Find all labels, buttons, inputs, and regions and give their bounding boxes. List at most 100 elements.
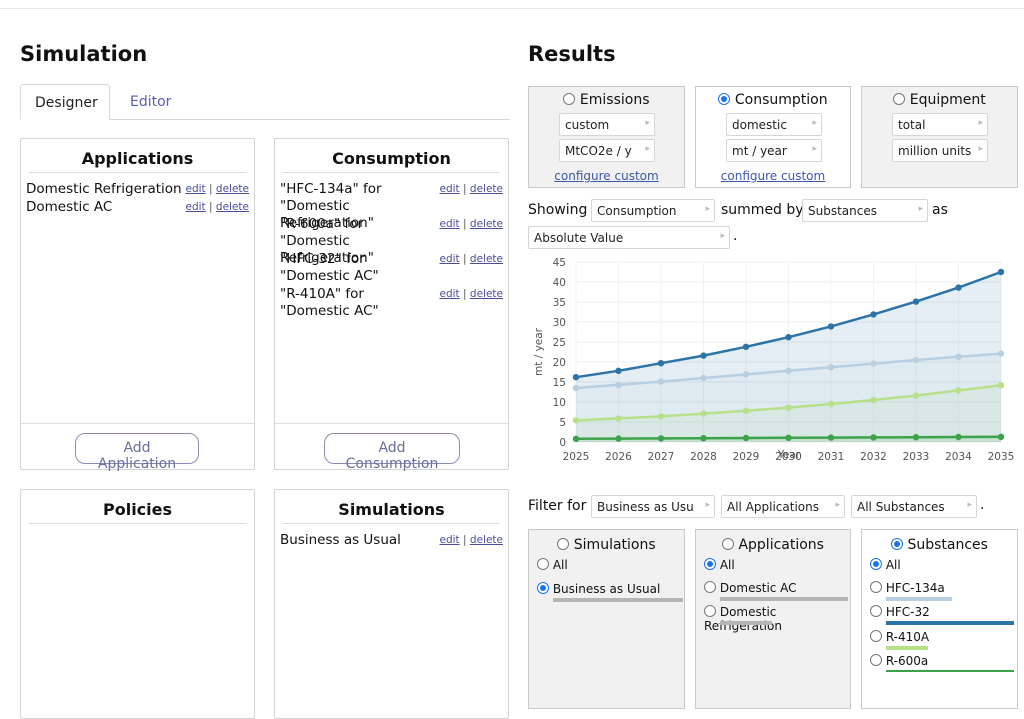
emissions-configure-link[interactable]: configure custom (554, 169, 659, 183)
equipment-units-select[interactable]: million units (892, 139, 988, 162)
x-tick-label: 2034 (945, 451, 972, 463)
option-label: HFC-32 (885, 605, 930, 619)
edit-link[interactable]: edit (439, 218, 460, 230)
separator: | (463, 288, 467, 300)
delete-link[interactable]: delete (215, 201, 249, 213)
data-point (700, 352, 707, 359)
separator: | (463, 183, 467, 195)
filter-simulation-select[interactable]: Business as Usu (591, 495, 715, 518)
radio-icon (704, 558, 716, 570)
y-tick-label: 15 (553, 377, 566, 389)
x-tick-label: 2031 (818, 451, 845, 463)
filter-option-domestic-ac[interactable]: Domestic AC (704, 581, 842, 595)
applications-filter-radio[interactable] (722, 538, 734, 550)
simulations-filter-radio[interactable] (557, 538, 570, 550)
radio-icon (870, 605, 882, 617)
list-item: Domestic Refrigeration edit | delete (26, 181, 249, 198)
filter-option-r-410a[interactable]: R-410A (870, 630, 1009, 644)
x-tick-label: 2028 (690, 451, 717, 463)
delete-link[interactable]: delete (469, 218, 503, 230)
summed-by-select[interactable]: Substances (802, 199, 928, 222)
radio-icon (870, 630, 882, 642)
filter-option-r-600a[interactable]: R-600a (870, 654, 1009, 668)
delete-link[interactable]: delete (469, 534, 503, 546)
filter-option-all[interactable]: All (704, 558, 842, 572)
radio-icon (870, 581, 882, 593)
filter-option-business-as-usual[interactable]: Business as Usual (537, 582, 676, 596)
option-label: R-600a (885, 654, 929, 668)
consumption-panel: Consumption "HFC-134a" for "Domestic Ref… (274, 138, 509, 472)
filter-option-hfc-134a[interactable]: HFC-134a (870, 581, 1009, 595)
edit-link[interactable]: edit (439, 288, 460, 300)
data-point (572, 374, 580, 381)
data-point (827, 434, 835, 441)
delete-link[interactable]: delete (469, 253, 503, 265)
filter-option-hfc-32[interactable]: HFC-32 (870, 605, 1009, 619)
color-swatch (720, 621, 772, 625)
data-point (785, 334, 792, 341)
separator: | (463, 253, 467, 265)
list-item: "HFC-134a" for "Domestic Refrigeration" … (280, 181, 503, 232)
color-swatch (886, 621, 1014, 625)
data-point (572, 417, 580, 424)
data-point (912, 392, 920, 399)
data-point (827, 400, 835, 408)
data-point (955, 433, 962, 441)
filter-substance-select[interactable]: All Substances (851, 495, 977, 518)
equipment-scope-select[interactable]: total (892, 113, 988, 136)
consumption-footer: Add Consumption (275, 423, 508, 472)
emissions-scope-select[interactable]: custom (559, 113, 655, 136)
radio-icon (537, 582, 549, 594)
delete-link[interactable]: delete (469, 183, 503, 195)
color-swatch (720, 597, 848, 601)
simulations-title: Simulations (283, 500, 500, 524)
delete-link[interactable]: delete (469, 288, 503, 300)
consumption-header: Consumption (696, 92, 850, 108)
option-label: All (552, 558, 568, 572)
data-point (955, 353, 962, 360)
filter-option-all[interactable]: All (870, 558, 1009, 572)
edit-link[interactable]: edit (185, 201, 206, 213)
emissions-metric-box: Emissions custom MtCO2e / y configure cu… (528, 86, 685, 188)
consumption-label: Consumption (734, 92, 828, 108)
add-application-button[interactable]: Add Application (75, 433, 199, 472)
consumption-units-select[interactable]: mt / year (726, 139, 822, 162)
filter-application-select[interactable]: All Applications (721, 495, 845, 518)
radio-icon (537, 558, 549, 570)
edit-link[interactable]: edit (439, 253, 460, 265)
list-item: "R-410A" for "Domestic AC" edit | delete (280, 286, 503, 320)
data-point (997, 382, 1005, 389)
simulation-name: Business as Usual (280, 532, 401, 548)
edit-link[interactable]: edit (185, 183, 206, 195)
separator: | (463, 534, 467, 546)
emissions-units-select[interactable]: MtCO2e / y (559, 139, 655, 162)
as-label: as (932, 202, 948, 218)
delete-link[interactable]: delete (215, 183, 249, 195)
data-point (700, 410, 707, 417)
results-title: Results (528, 42, 616, 66)
tab-designer[interactable]: Designer (20, 84, 110, 120)
consumption-name: "R-410A" for "Domestic AC" (280, 286, 379, 319)
consumption-scope-select[interactable]: domestic (726, 113, 822, 136)
x-tick-label: 2025 (563, 451, 590, 463)
add-consumption-button[interactable]: Add Consumption (324, 433, 460, 472)
showing-select[interactable]: Consumption (591, 199, 715, 222)
emissions-radio[interactable] (563, 93, 576, 105)
edit-link[interactable]: edit (439, 534, 460, 546)
tab-editor[interactable]: Editor (130, 94, 172, 110)
consumption-radio[interactable] (718, 93, 731, 105)
substances-filter-radio[interactable] (891, 538, 904, 550)
simulations-filter-box: Simulations All Business as Usual (528, 529, 685, 709)
application-name: Domestic Refrigeration (26, 181, 182, 197)
data-point (955, 284, 962, 291)
data-point (657, 378, 665, 385)
equipment-radio[interactable] (893, 93, 906, 105)
filter-option-domestic-refrigeration[interactable]: Domestic Refrigeration (704, 605, 842, 633)
edit-link[interactable]: edit (439, 183, 460, 195)
consumption-configure-link[interactable]: configure custom (720, 169, 826, 183)
option-label: R-410A (885, 630, 930, 644)
as-select[interactable]: Absolute Value (528, 226, 730, 249)
filter-option-all[interactable]: All (537, 558, 676, 572)
